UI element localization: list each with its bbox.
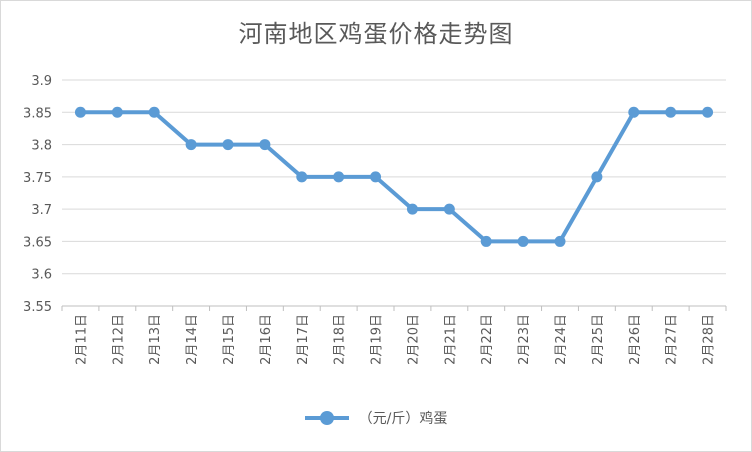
y-tick-label: 3.8	[31, 139, 52, 154]
data-point	[480, 235, 492, 247]
x-tick-label: 2月23日	[517, 314, 532, 365]
data-point	[185, 139, 197, 151]
x-tick-label: 2月15日	[222, 314, 237, 365]
x-tick-label: 2月13日	[148, 314, 163, 365]
x-tick-label: 2月12日	[111, 314, 126, 365]
data-point	[111, 106, 123, 118]
x-tick-labels: 2月11日 2月12日 2月13日 2月14日 2月15日 2月16日 2月17日 2月18日…	[74, 314, 716, 365]
data-point	[296, 171, 308, 183]
x-tick-label: 2月26日	[628, 314, 643, 365]
x-tick-label: 2月14日	[185, 314, 200, 365]
x-tick-label: 2月27日	[665, 314, 680, 365]
data-point	[370, 171, 382, 183]
x-tick-label: 2月20日	[406, 314, 421, 365]
x-tick-label: 2月19日	[370, 314, 385, 365]
legend-label: （元/斤）鸡蛋	[358, 411, 448, 427]
axes	[61, 305, 727, 311]
data-point	[554, 235, 566, 247]
data-point	[591, 171, 603, 183]
y-tick-label: 3.9	[31, 74, 52, 89]
y-tick-label: 3.6	[31, 268, 52, 283]
data-point	[517, 235, 529, 247]
data-point	[333, 171, 345, 183]
y-tick-label: 3.7	[31, 203, 52, 218]
data-point	[74, 106, 86, 118]
data-point	[406, 203, 418, 215]
data-point	[665, 106, 677, 118]
series	[74, 106, 714, 247]
data-point	[259, 139, 271, 151]
x-tick-label: 2月21日	[443, 314, 458, 365]
legend-marker	[304, 411, 349, 425]
x-tick-label: 2月11日	[74, 314, 89, 365]
data-point	[702, 106, 714, 118]
x-tick-label: 2月18日	[333, 314, 348, 365]
y-tick-label: 3.75	[23, 171, 52, 186]
data-point	[443, 203, 455, 215]
x-tick-label: 2月28日	[702, 314, 717, 365]
data-point	[628, 106, 640, 118]
y-tick-labels: 3.9 3.85 3.8 3.75 3.7 3.65 3.6 3.55	[23, 74, 52, 315]
x-tick-label: 2月22日	[480, 314, 495, 365]
y-tick-label: 3.65	[23, 235, 52, 250]
legend: （元/斤）鸡蛋	[0, 408, 752, 429]
x-tick-label: 2月24日	[554, 314, 569, 365]
x-tick-label: 2月16日	[259, 314, 274, 365]
y-tick-label: 3.55	[23, 300, 52, 315]
x-tick-label: 2月25日	[591, 314, 606, 365]
series-line	[78, 110, 710, 244]
y-tick-label: 3.85	[23, 106, 52, 121]
chart-title: 河南地区鸡蛋价格走势图	[238, 20, 514, 48]
data-point	[148, 106, 160, 118]
x-tick-label: 2月17日	[296, 314, 311, 365]
data-point	[222, 139, 234, 151]
